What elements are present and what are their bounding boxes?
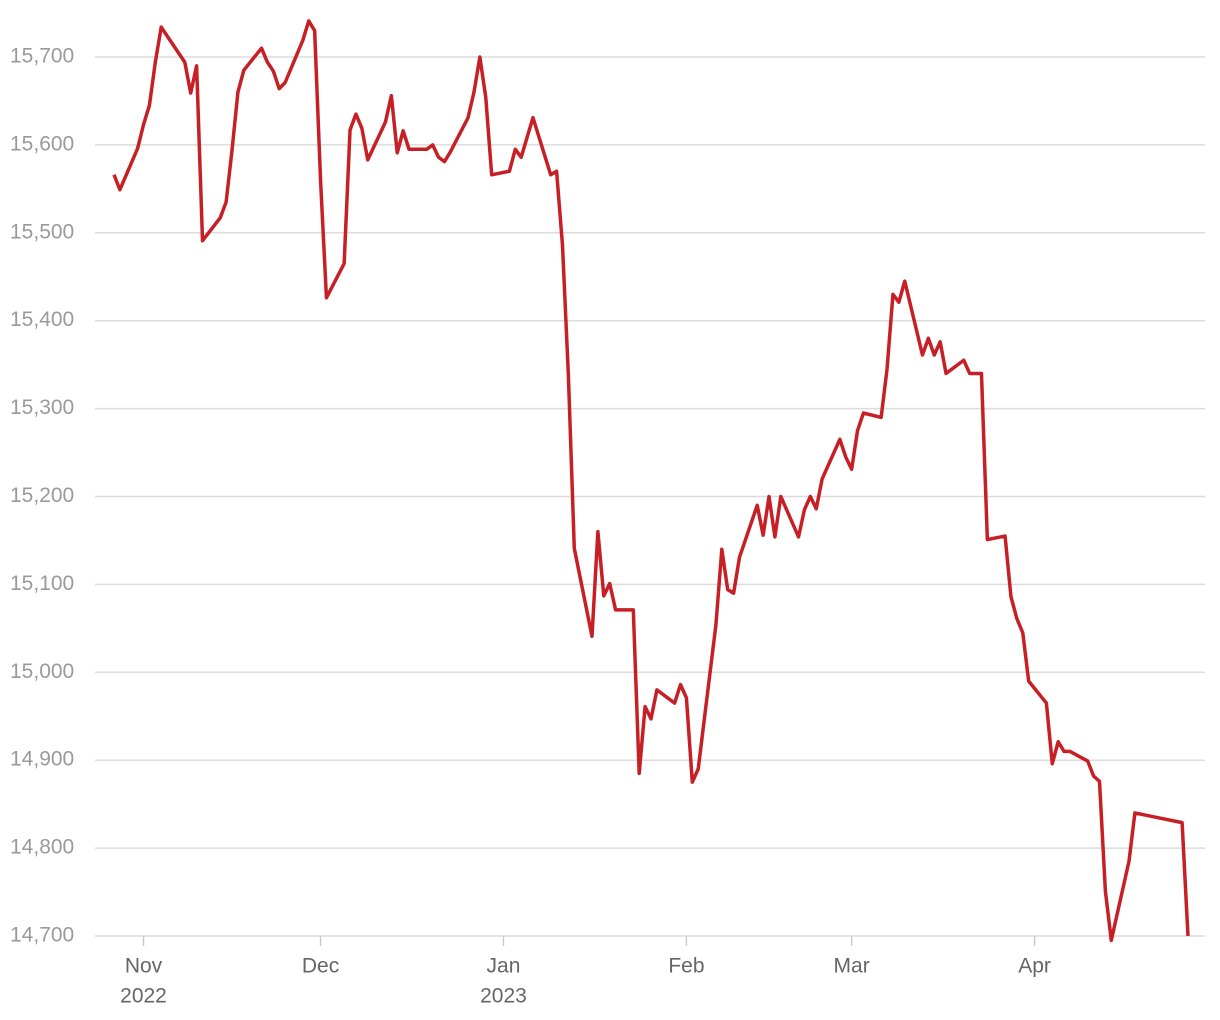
- x-tick-label: Nov: [125, 955, 163, 978]
- y-tick-label: 15,100: [10, 572, 74, 595]
- line: [112, 19, 1190, 943]
- y-tick-label: 15,500: [10, 220, 74, 243]
- y-tick-label: 14,900: [10, 748, 74, 771]
- x-tick-label: Apr: [1018, 955, 1051, 978]
- y-tick-label: 15,700: [10, 45, 74, 68]
- y-tick-label: 15,400: [10, 308, 74, 331]
- x-tick-label: Feb: [668, 955, 704, 978]
- x-tick-label: Mar: [834, 955, 870, 978]
- x-tick-label: Dec: [302, 955, 339, 978]
- y-tick-label: 15,200: [10, 484, 74, 507]
- x-tick-label: Jan: [487, 955, 521, 978]
- x-tick-label: 2022: [120, 985, 167, 1008]
- y-tick-label: 15,300: [10, 396, 74, 419]
- y-tick-label: 14,700: [10, 924, 74, 947]
- y-tick-label: 15,600: [10, 132, 74, 155]
- y-tick-label: 14,800: [10, 836, 74, 859]
- x-tick-label: 2023: [480, 985, 527, 1008]
- y-tick-label: 15,000: [10, 660, 74, 683]
